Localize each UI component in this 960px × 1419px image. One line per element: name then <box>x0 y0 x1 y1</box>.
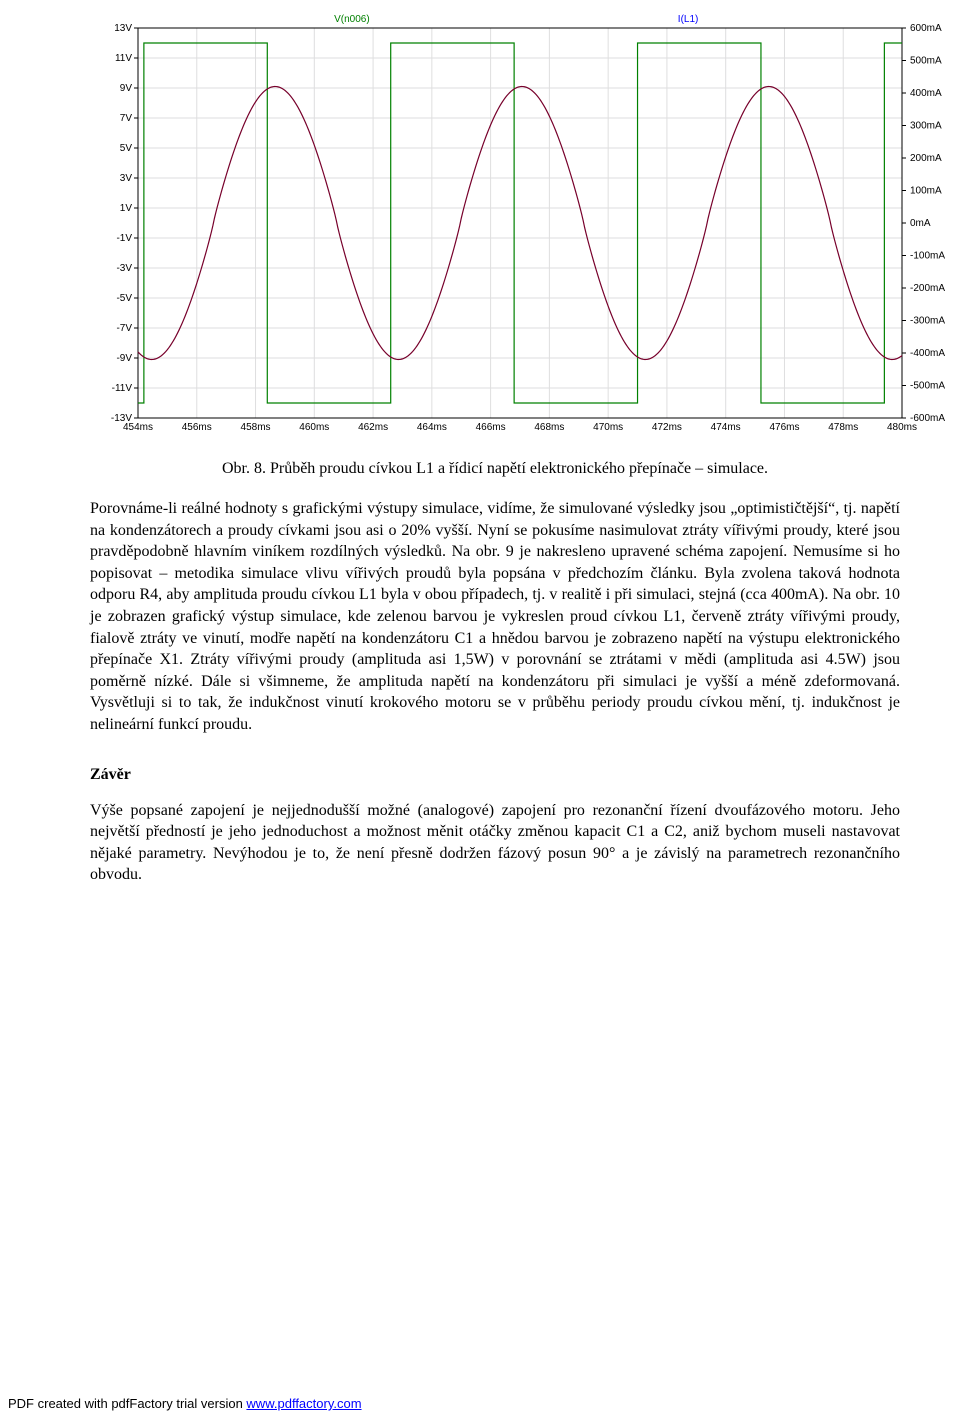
svg-text:-3V: -3V <box>116 263 132 274</box>
body-text: Na obr. 9 je nakresleno upravené schéma … <box>90 543 900 733</box>
svg-text:13V: 13V <box>114 23 132 34</box>
svg-text:-9V: -9V <box>116 353 132 364</box>
svg-text:7V: 7V <box>120 113 133 124</box>
svg-text:11V: 11V <box>115 53 132 64</box>
svg-text:-13V: -13V <box>111 413 132 424</box>
svg-text:9V: 9V <box>120 83 133 94</box>
svg-text:200mA: 200mA <box>910 153 942 164</box>
svg-text:-5V: -5V <box>116 293 132 304</box>
svg-text:-400mA: -400mA <box>910 348 945 359</box>
svg-text:I(L1): I(L1) <box>678 14 699 25</box>
svg-text:462ms: 462ms <box>358 422 388 433</box>
body-paragraph-1: Porovnáme-li reálné hodnoty s grafickými… <box>90 498 900 736</box>
svg-text:V(n006): V(n006) <box>334 14 370 25</box>
svg-text:-500mA: -500mA <box>910 381 945 392</box>
svg-text:-200mA: -200mA <box>910 283 945 294</box>
svg-text:472ms: 472ms <box>652 422 682 433</box>
svg-text:500mA: 500mA <box>910 56 942 67</box>
svg-text:100mA: 100mA <box>910 186 942 197</box>
svg-text:466ms: 466ms <box>476 422 506 433</box>
svg-text:-300mA: -300mA <box>910 316 945 327</box>
svg-text:-600mA: -600mA <box>910 413 945 424</box>
svg-text:-7V: -7V <box>116 323 132 334</box>
svg-text:474ms: 474ms <box>711 422 741 433</box>
svg-text:-11V: -11V <box>112 383 133 394</box>
svg-text:458ms: 458ms <box>241 422 271 433</box>
svg-text:470ms: 470ms <box>593 422 623 433</box>
svg-text:600mA: 600mA <box>910 23 942 34</box>
svg-text:0mA: 0mA <box>910 218 931 229</box>
svg-text:476ms: 476ms <box>769 422 799 433</box>
svg-text:400mA: 400mA <box>910 88 942 99</box>
svg-text:1V: 1V <box>120 203 133 214</box>
svg-text:-1V: -1V <box>116 233 132 244</box>
figure-caption: Obr. 8. Průběh proudu cívkou L1 a řídicí… <box>90 460 900 478</box>
svg-text:456ms: 456ms <box>182 422 212 433</box>
svg-text:3V: 3V <box>120 173 133 184</box>
svg-text:300mA: 300mA <box>910 121 942 132</box>
svg-text:464ms: 464ms <box>417 422 447 433</box>
footer-link[interactable]: www.pdffactory.com <box>246 1396 361 1411</box>
simulation-chart: 454ms456ms458ms460ms462ms464ms466ms468ms… <box>90 10 900 440</box>
heading-conclusion: Závěr <box>90 766 900 784</box>
footer-text: PDF created with pdfFactory trial versio… <box>8 1396 246 1411</box>
svg-text:460ms: 460ms <box>299 422 329 433</box>
svg-text:5V: 5V <box>120 143 133 154</box>
svg-text:468ms: 468ms <box>534 422 564 433</box>
chart-svg: 454ms456ms458ms460ms462ms464ms466ms468ms… <box>90 10 960 440</box>
body-paragraph-2: Výše popsané zapojení je nejjednodušší m… <box>90 800 900 886</box>
svg-text:478ms: 478ms <box>828 422 858 433</box>
pdf-footer: PDF created with pdfFactory trial versio… <box>8 1396 362 1411</box>
svg-text:-100mA: -100mA <box>910 251 945 262</box>
